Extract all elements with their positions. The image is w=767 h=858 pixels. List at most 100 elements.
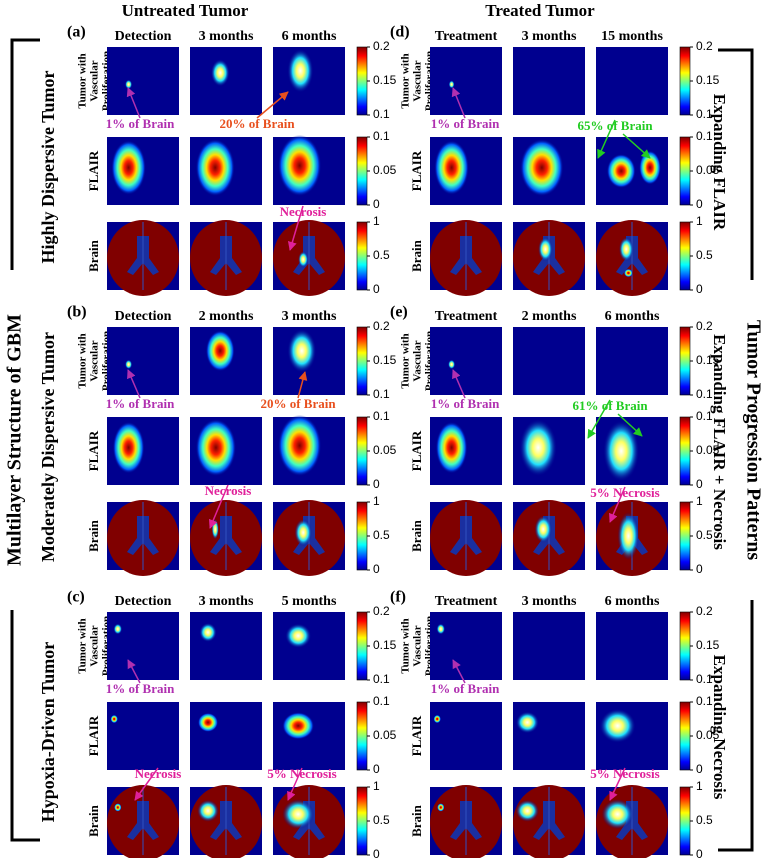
image <box>430 47 502 115</box>
row-label-line: Vascular <box>412 340 424 381</box>
annotation-arrow <box>622 133 651 159</box>
annotation-arrow <box>609 767 626 801</box>
annotation-arrow <box>134 767 159 801</box>
annotation: 1% of Brain <box>431 396 500 411</box>
title-right: Treated Tumor <box>485 1 595 20</box>
annotation: 1% of Brain <box>106 396 175 411</box>
annotation-arrow <box>452 659 466 684</box>
annotation-arrow <box>452 369 466 399</box>
colorbar-tick-label: 0.5 <box>373 528 390 542</box>
column-header: Detection <box>115 29 172 44</box>
colorbar-tick-label: 0.05 <box>373 163 397 177</box>
colorbar-tick-label: 0.1 <box>696 107 713 121</box>
heat-blob <box>538 236 553 262</box>
heat-blob <box>285 623 312 649</box>
colorbar-tick-label: 0.2 <box>373 319 390 333</box>
column-header: 5 months <box>282 594 337 609</box>
colorbar-tick-label: 1 <box>373 494 380 508</box>
column-header: Detection <box>115 309 172 324</box>
heat-blob <box>197 799 219 822</box>
tumor-type-label: Highly Dispersive Tumor <box>38 70 58 263</box>
heat-blob <box>287 329 317 373</box>
column-header: 3 months <box>522 594 577 609</box>
row-label: Tumor with Vascular Proliferation <box>400 51 436 111</box>
heat-blob <box>433 714 441 724</box>
colorbar-tick-label: 0.2 <box>696 39 713 53</box>
colorbar-tick-label: 0 <box>696 847 703 858</box>
row-label: Brain <box>86 804 101 837</box>
colorbar-tick-label: 0.2 <box>696 319 713 333</box>
pattern-group: Expanding FLAIR <box>710 94 729 231</box>
colorbar-tick-label: 1 <box>696 779 703 793</box>
colorbar-tick-label: 0.2 <box>373 39 390 53</box>
column-header: 3 months <box>522 29 577 44</box>
heat-blob <box>282 799 315 830</box>
colorbar-tick-label: 0.2 <box>373 604 390 618</box>
pattern-label: Expanding Necrosis <box>710 655 729 800</box>
annotation: Necrosis <box>280 204 327 219</box>
colorbar <box>679 611 691 681</box>
colorbar-tick-label: 0.15 <box>696 638 720 652</box>
colorbar-tick-label: 0 <box>373 197 380 211</box>
row-label: FLAIR <box>409 715 424 756</box>
row-label-line: Tumor with <box>77 333 89 388</box>
image <box>107 702 179 770</box>
annotation: Necrosis <box>135 766 182 781</box>
image <box>513 612 585 680</box>
row-label: Brain <box>86 239 101 272</box>
colorbar-tick-label: 0.1 <box>696 129 713 143</box>
annotation-arrow <box>287 767 303 801</box>
heat-blob <box>111 140 146 195</box>
heat-blob <box>282 712 315 740</box>
colorbar-tick-label: 0.5 <box>373 813 390 827</box>
colorbar <box>679 786 691 856</box>
panel-label: (a) <box>67 24 86 41</box>
row-label-line: Brain <box>409 519 424 552</box>
row-label: Brain <box>86 519 101 552</box>
annotation: 1% of Brain <box>106 116 175 131</box>
column-header: 2 months <box>522 309 577 324</box>
image <box>430 612 502 680</box>
annotation: 1% of Brain <box>431 681 500 696</box>
row-label: FLAIR <box>86 715 101 756</box>
heat-blob <box>125 359 133 370</box>
image <box>430 702 502 770</box>
colorbar-tick-label: 0 <box>373 562 380 576</box>
side-label-right: Tumor Progression Patterns <box>742 320 764 561</box>
heat-blob <box>287 49 314 93</box>
colorbar-tick-label: 0.1 <box>373 107 390 121</box>
column-header: 6 months <box>282 29 337 44</box>
colorbar <box>679 326 691 396</box>
row-label-line: FLAIR <box>409 715 424 756</box>
row-label: FLAIR <box>86 430 101 471</box>
heat-blob <box>195 419 237 477</box>
colorbar <box>356 786 368 856</box>
heat-blob <box>114 803 122 812</box>
tumor-type-label: Hypoxia-Driven Tumor <box>38 642 58 823</box>
annotation-arrow <box>127 659 141 684</box>
colorbar-tick-label: 0.5 <box>696 528 713 542</box>
heat-blob <box>624 268 633 278</box>
column-header: 3 months <box>199 594 254 609</box>
image <box>430 327 502 395</box>
colorbar-tick-label: 0.15 <box>373 353 397 367</box>
colorbar-tick-label: 0.05 <box>696 728 720 742</box>
annotation: 20% of Brain <box>260 396 336 411</box>
colorbar-tick-label: 0.05 <box>696 163 720 177</box>
colorbar-tick-label: 0.5 <box>696 813 713 827</box>
annotation-arrow <box>256 91 289 119</box>
row-label-line: Tumor with <box>77 618 89 673</box>
annotation-arrow <box>208 484 229 529</box>
panel-label: (f) <box>390 589 406 606</box>
heat-blob <box>519 419 557 477</box>
annotation-arrow <box>587 399 611 439</box>
column-header: Detection <box>115 594 172 609</box>
colorbar <box>356 701 368 771</box>
annotation-arrow <box>287 205 304 251</box>
row-label-line: Tumor with <box>400 618 412 673</box>
colorbar <box>679 221 691 291</box>
annotation: 65% of Brain <box>577 118 653 133</box>
colorbar-tick-label: 0.05 <box>373 728 397 742</box>
row-label-line: Brain <box>86 519 101 552</box>
heat-blob <box>110 714 118 724</box>
